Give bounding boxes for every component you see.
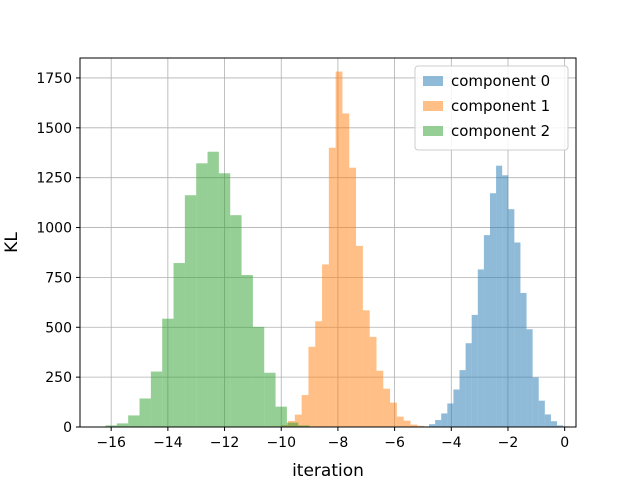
axes-frame [79, 57, 577, 428]
y-tick-label: 1500 [36, 121, 72, 137]
histogram-bar-series-0 [471, 314, 478, 427]
y-axis-ticks: 0 250 500 750 1000 1250 1500 1750 [36, 71, 80, 436]
x-tick-label: −10 [266, 435, 296, 451]
histogram-bar-series-0 [520, 292, 527, 427]
histogram-bar-series-2 [275, 406, 287, 427]
x-tick-label: −14 [153, 435, 183, 451]
histogram-bar-series-0 [459, 370, 466, 427]
histogram-bar-series-2 [252, 326, 265, 427]
y-tick-label: 1250 [36, 171, 72, 187]
legend-label: component 2 [451, 122, 550, 140]
histogram-bar-series-0 [544, 414, 551, 427]
histogram-bar-series-1 [342, 113, 350, 427]
histogram-bar-series-1 [301, 395, 309, 427]
histogram-bar-series-2 [105, 425, 117, 427]
x-axis-label: iteration [292, 461, 364, 480]
y-tick-label: 0 [63, 420, 72, 436]
histogram-bar-series-1 [356, 245, 363, 427]
histogram-bar-series-2 [196, 163, 208, 428]
histogram-bar-series-0 [447, 403, 454, 427]
histogram-bar-series-1 [383, 388, 391, 427]
histogram-bar-series-0 [489, 193, 497, 427]
histogram-bar-series-0 [441, 413, 448, 427]
histogram-bar-series-2 [139, 398, 151, 427]
histogram-bar-series-0 [508, 209, 515, 427]
histogram-bar-series-2 [207, 151, 219, 427]
histogram-bar-series-0 [526, 329, 533, 427]
histogram-bar-series-2 [162, 318, 174, 427]
histogram-bar-series-1 [294, 414, 302, 427]
histogram-bar-series-2 [241, 275, 253, 427]
histogram-bar-series-1 [403, 420, 411, 427]
histogram-bar-series-0 [435, 420, 442, 427]
histogram-bar-series-2 [150, 371, 163, 427]
legend: component 0 component 1 component 2 [414, 65, 569, 151]
y-tick-label: 1000 [36, 221, 72, 237]
histogram-bar-series-0 [550, 421, 558, 427]
histogram-bar-series-0 [514, 242, 521, 427]
histogram-bar-series-0 [538, 400, 545, 427]
x-axis-ticks: −16 −14 −12 −10 −8 −6 −4 −2 0 [96, 427, 569, 451]
histogram-bar-series-1 [376, 370, 384, 427]
histogram-bar-series-2 [286, 422, 299, 427]
histogram-bar-series-2 [184, 195, 197, 427]
histogram-bar-series-1 [369, 336, 377, 427]
x-tick-label: 0 [560, 435, 569, 451]
legend-swatch [423, 101, 443, 111]
x-tick-label: −4 [441, 435, 462, 451]
legend-box [414, 65, 569, 151]
legend-swatch [423, 76, 443, 86]
histogram-bar-series-0 [465, 343, 472, 427]
histogram-bar-series-2 [264, 372, 276, 427]
histogram-bar-series-0 [496, 165, 503, 427]
x-tick-label: −6 [384, 435, 405, 451]
y-tick-label: 1750 [36, 71, 72, 87]
y-tick-label: 250 [45, 370, 72, 386]
histogram-bar-series-0 [532, 377, 539, 427]
histogram-bar-series-0 [502, 175, 509, 427]
histogram-bar-series-2 [128, 415, 140, 427]
histogram-bar-series-2 [298, 425, 310, 427]
histogram-bar-series-0 [477, 269, 484, 427]
histogram-bar-series-1 [390, 402, 397, 427]
histogram-bar-series-0 [453, 389, 460, 427]
legend-label: component 0 [451, 72, 550, 90]
histogram-bar-series-2 [173, 263, 185, 427]
histogram-bar-series-2 [230, 215, 242, 427]
histogram-bar-series-0 [557, 425, 564, 427]
histogram-bar-series-1 [362, 310, 370, 427]
histogram-bar-series-2 [116, 423, 129, 427]
histogram-bar-series-1 [315, 321, 323, 427]
legend-swatch [423, 126, 443, 136]
histogram-bar-series-0 [483, 235, 490, 427]
histogram-bar-series-1 [417, 425, 425, 427]
histogram-bars [105, 71, 570, 428]
x-tick-label: −8 [328, 435, 349, 451]
y-axis-label: KL [2, 232, 22, 253]
histogram-bar-series-1 [410, 424, 418, 427]
legend-label: component 1 [451, 97, 550, 115]
histogram-bar-series-1 [322, 264, 329, 427]
histogram-bar-series-1 [335, 71, 343, 428]
x-tick-label: −2 [498, 435, 519, 451]
histogram-bar-series-1 [349, 167, 357, 427]
histogram-bar-series-2 [218, 173, 231, 427]
x-tick-label: −16 [96, 435, 126, 451]
x-tick-label: −12 [210, 435, 240, 451]
histogram-bar-series-0 [429, 424, 436, 427]
histogram-bar-series-1 [328, 147, 336, 427]
histogram-bar-series-1 [396, 416, 404, 427]
histogram-bar-series-1 [308, 346, 316, 427]
y-tick-label: 750 [45, 270, 72, 286]
y-tick-label: 500 [45, 320, 72, 336]
